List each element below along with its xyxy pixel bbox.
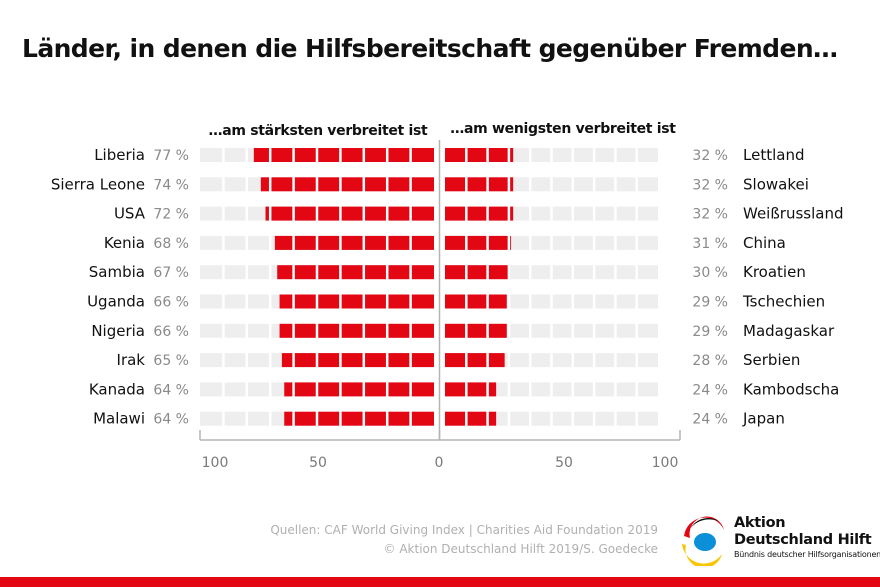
value-label-left: 67 %	[153, 265, 189, 281]
value-label-left: 66 %	[153, 295, 189, 311]
bar-left	[274, 235, 434, 250]
bar-right	[445, 323, 507, 338]
logo-line-2: Deutschland Hilft	[734, 532, 872, 548]
country-label-left: USA	[114, 205, 146, 223]
value-label-left: 64 %	[153, 382, 189, 398]
country-label-right: Madagaskar	[743, 322, 835, 340]
bar-right	[445, 294, 507, 309]
value-label-left: 72 %	[153, 207, 189, 223]
aktion-deutschland-hilft-logo: Aktion Deutschland Hilft Bündnis deutsch…	[678, 512, 880, 568]
bar-right	[445, 265, 509, 280]
bar-left	[284, 411, 434, 426]
country-label-right: Serbien	[743, 351, 800, 369]
x-axis: 100 50 0 50 100	[199, 140, 681, 471]
source-note: Quellen: CAF World Giving Index | Charit…	[270, 521, 658, 559]
logo-red-arc	[684, 516, 724, 538]
value-label-left: 66 %	[153, 324, 189, 340]
bar-left	[253, 148, 434, 162]
country-label-right: Lettland	[743, 146, 804, 164]
tick-label-right: 50	[555, 455, 573, 471]
bar-right	[445, 206, 514, 221]
value-label-right: 28 %	[692, 353, 728, 369]
country-label-right: Weißrussland	[743, 205, 844, 223]
left-subtitle: …am stärksten verbreitet ist	[209, 123, 428, 139]
tick-label-right: 100	[652, 455, 679, 471]
bar-right	[445, 148, 514, 162]
country-label-left: Uganda	[87, 293, 145, 311]
country-label-left: Malawi	[93, 410, 145, 428]
source-line-2: © Aktion Deutschland Hilft 2019/S. Goede…	[383, 542, 658, 556]
logo-blue-circle	[694, 533, 716, 551]
value-label-right: 32 %	[692, 148, 728, 164]
page-title: Länder, in denen die Hilfsbereitschaft g…	[22, 34, 838, 63]
tick-label-left: 100	[202, 455, 229, 471]
bar-right	[445, 177, 514, 192]
bar-left	[260, 177, 434, 192]
value-label-right: 30 %	[692, 265, 728, 281]
bar-segment-dividers	[222, 147, 638, 427]
value-label-left: 68 %	[153, 236, 189, 252]
bar-left	[281, 353, 434, 368]
country-label-left: Kenia	[104, 234, 145, 252]
bar-right	[445, 411, 497, 426]
value-label-right: 29 %	[692, 324, 728, 340]
country-label-left: Kanada	[89, 380, 145, 398]
value-label-right: 32 %	[692, 207, 728, 223]
tick-label-left: 50	[309, 455, 327, 471]
row-labels: Liberia 77 % Sierra Leone 74 % USA 72 % Kenia 6…	[51, 146, 844, 428]
country-label-left: Irak	[117, 351, 146, 369]
country-label-left: Nigeria	[91, 322, 145, 340]
country-label-right: Kroatien	[743, 263, 806, 281]
country-label-left: Sambia	[89, 263, 145, 281]
value-label-left: 77 %	[153, 148, 189, 164]
value-label-right: 29 %	[692, 295, 728, 311]
logo-mark-icon	[682, 516, 724, 566]
value-label-left: 65 %	[153, 353, 189, 369]
brand-stripe	[0, 577, 880, 587]
value-label-right: 24 %	[692, 382, 728, 398]
bar-right	[445, 353, 505, 368]
country-label-right: China	[743, 234, 786, 252]
logo-yellow-arc	[682, 544, 722, 566]
bar-right	[445, 235, 512, 250]
country-label-left: Sierra Leone	[51, 175, 145, 193]
country-label-left: Liberia	[94, 146, 145, 164]
value-label-right: 31 %	[692, 236, 728, 252]
value-label-left: 64 %	[153, 412, 189, 428]
value-label-right: 32 %	[692, 177, 728, 193]
bar-left	[265, 206, 434, 221]
tick-label-left: 0	[435, 455, 444, 471]
source-line-1: Quellen: CAF World Giving Index | Charit…	[270, 523, 658, 537]
bar-right	[445, 382, 497, 397]
logo-line-1: Aktion	[734, 515, 786, 531]
country-label-right: Slowakei	[743, 175, 809, 193]
logo-black-arc	[688, 518, 720, 532]
country-label-right: Tschechien	[742, 293, 825, 311]
value-label-right: 24 %	[692, 412, 728, 428]
logo-tagline: Bündnis deutscher Hilfsorganisationen	[734, 550, 880, 559]
right-subtitle: …am wenigsten verbreitet ist	[450, 121, 676, 137]
country-label-right: Kambodscha	[743, 380, 839, 398]
bar-left	[284, 382, 434, 397]
value-label-left: 74 %	[153, 177, 189, 193]
bar-chart: …am stärksten verbreitet ist …am wenigst…	[51, 121, 844, 471]
country-label-right: Japan	[742, 410, 785, 428]
